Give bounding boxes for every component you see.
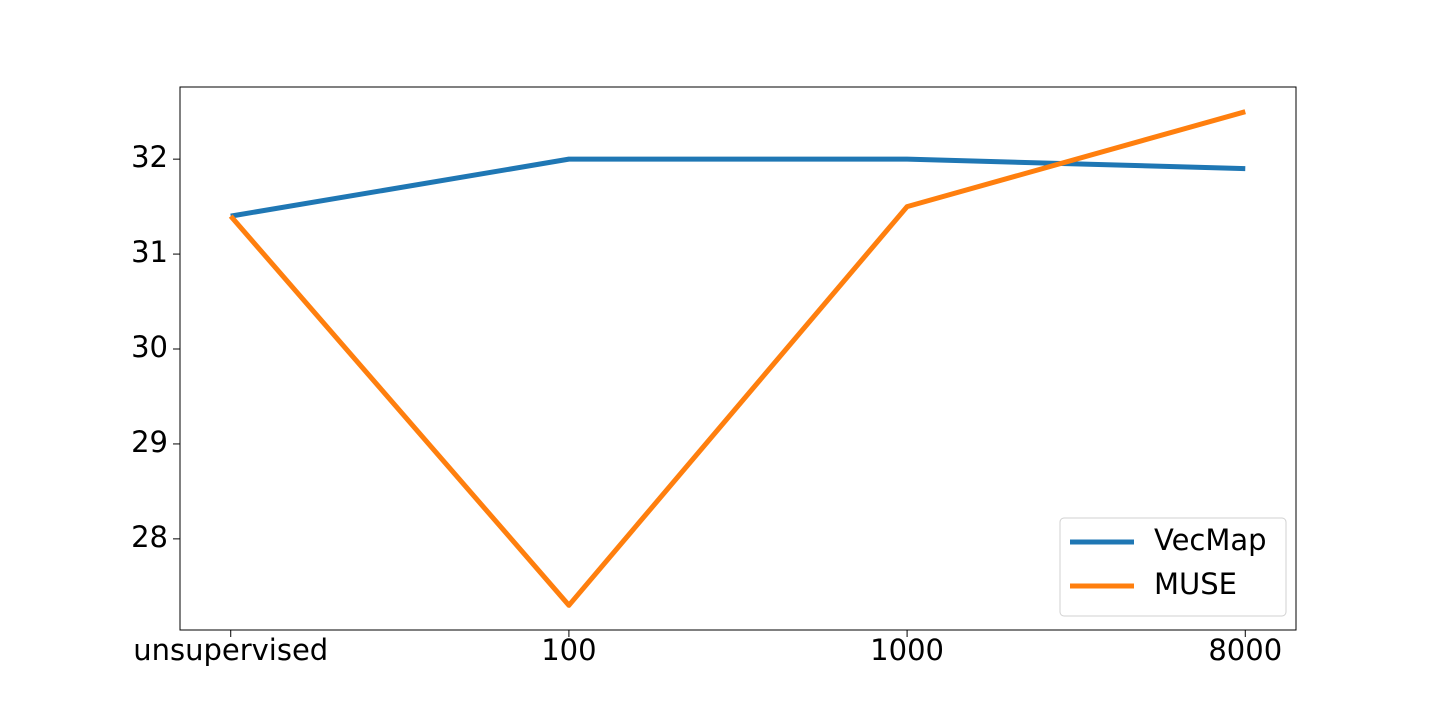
x-tick-label: 8000 bbox=[1208, 633, 1282, 667]
x-tick-label: 100 bbox=[541, 633, 596, 667]
y-tick-label: 29 bbox=[131, 425, 168, 459]
y-tick-label: 31 bbox=[131, 235, 168, 269]
legend-label: MUSE bbox=[1154, 567, 1237, 601]
y-tick-label: 32 bbox=[131, 140, 168, 174]
y-tick-label: 30 bbox=[131, 330, 168, 364]
legend-label: VecMap bbox=[1154, 523, 1267, 557]
series-line bbox=[228, 109, 1246, 608]
x-tick-label: 1000 bbox=[870, 633, 944, 667]
y-tick-label: 28 bbox=[131, 520, 168, 554]
series-line bbox=[230, 156, 1246, 219]
plot-area bbox=[179, 86, 1297, 631]
x-tick-label: unsupervised bbox=[133, 633, 328, 667]
